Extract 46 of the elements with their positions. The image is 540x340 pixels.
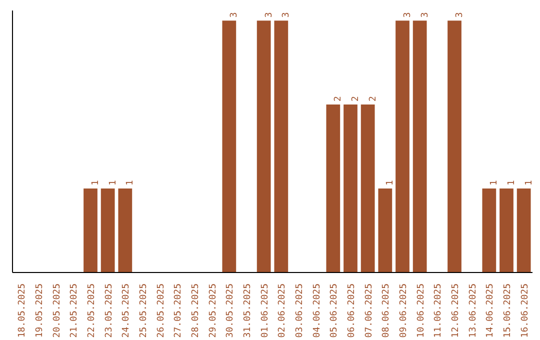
data-label: 1 — [524, 180, 534, 186]
x-tick-label: 23.05.2025 — [104, 283, 114, 338]
x-tick-label: 14.06.2025 — [486, 283, 496, 338]
x-tick-label: 09.06.2025 — [399, 283, 409, 338]
data-label: 1 — [108, 180, 118, 186]
x-tick-label: 29.05.2025 — [208, 283, 218, 338]
x-tick-label: 01.06.2025 — [260, 283, 270, 338]
x-tick-label: 19.05.2025 — [35, 283, 45, 338]
x-tick-label: 22.05.2025 — [87, 283, 97, 338]
x-tick-label: 03.06.2025 — [295, 283, 305, 338]
data-label: 3 — [264, 12, 274, 18]
data-label: 2 — [351, 96, 361, 102]
x-tick-label: 21.05.2025 — [70, 283, 80, 338]
x-tick-label: 11.06.2025 — [434, 283, 444, 338]
x-tick-label: 24.05.2025 — [122, 283, 132, 338]
data-label: 1 — [386, 180, 396, 186]
x-tick-label: 15.06.2025 — [503, 283, 513, 338]
x-tick-label: 31.05.2025 — [243, 283, 253, 338]
x-tick-label: 25.05.2025 — [139, 283, 149, 338]
x-tick-label: 13.06.2025 — [468, 283, 478, 338]
data-label: 1 — [126, 180, 136, 186]
x-tick-label: 28.05.2025 — [191, 283, 201, 338]
x-tick-label: 20.05.2025 — [52, 283, 62, 338]
data-label: 3 — [282, 12, 292, 18]
x-tick-label: 27.05.2025 — [174, 283, 184, 338]
x-tick-label: 08.06.2025 — [382, 283, 392, 338]
data-label: 2 — [334, 96, 344, 102]
x-tick-label: 04.06.2025 — [312, 283, 322, 338]
data-label: 1 — [507, 180, 517, 186]
x-tick-label: 12.06.2025 — [451, 283, 461, 338]
data-label: 3 — [230, 12, 240, 18]
x-tick-label: 18.05.2025 — [18, 283, 28, 338]
x-tick-label: 05.06.2025 — [330, 283, 340, 338]
x-tick-label: 26.05.2025 — [156, 283, 166, 338]
data-label: 3 — [403, 12, 413, 18]
x-tick-label: 30.05.2025 — [226, 283, 236, 338]
data-label: 3 — [420, 12, 430, 18]
x-tick-label: 06.06.2025 — [347, 283, 357, 338]
x-tick-label: 16.06.2025 — [520, 283, 530, 338]
data-label: 1 — [490, 180, 500, 186]
x-tick-label: 10.06.2025 — [416, 283, 426, 338]
data-label: 3 — [455, 12, 465, 18]
x-tick-label: 02.06.2025 — [278, 283, 288, 338]
data-label: 2 — [368, 96, 378, 102]
data-label: 1 — [91, 180, 101, 186]
x-tick-label: 07.06.2025 — [364, 283, 374, 338]
